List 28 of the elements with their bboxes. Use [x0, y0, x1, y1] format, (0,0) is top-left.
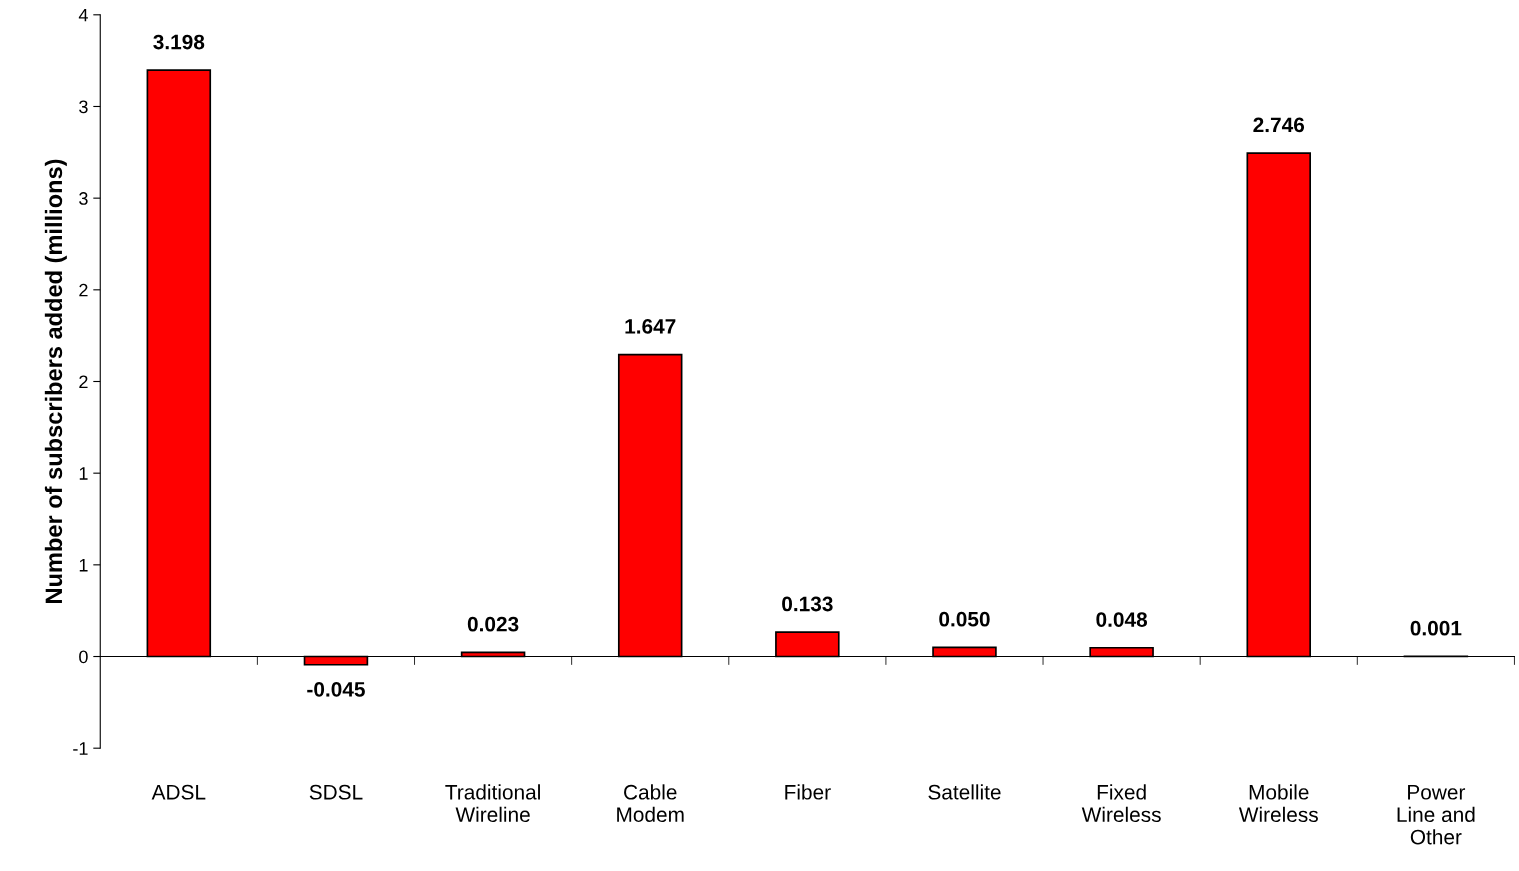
x-tick-label: Power Line and Other: [1397, 785, 1475, 845]
y-tick-label: 4: [78, 8, 88, 22]
x-tick-label: Fixed Wireless: [1081, 784, 1161, 823]
y-axis-title: Number of subscribers added (millions): [44, 159, 67, 603]
y-tick-label: 1: [79, 467, 88, 480]
y-tick-label: 2: [79, 283, 88, 297]
data-label: 0.048: [1096, 612, 1148, 627]
y-tick-label: 0: [79, 650, 88, 664]
x-tick-label: Traditional Wireline: [445, 784, 540, 823]
x-tick-label: ADSL: [151, 784, 206, 800]
y-tick-label: 1: [79, 558, 88, 572]
x-tick-label: Cable Modem: [617, 784, 684, 823]
data-label: 0.050: [939, 611, 990, 627]
data-label: -0.045: [307, 681, 365, 697]
data-label: 1.647: [625, 319, 676, 334]
data-label: 0.001: [1410, 620, 1462, 636]
x-tick-label: Fiber: [785, 784, 831, 800]
data-label: 2.746: [1253, 117, 1305, 133]
x-tick-label: SDSL: [309, 784, 363, 800]
y-tick-label: 2: [79, 375, 88, 389]
data-label: 0.133: [782, 596, 833, 612]
data-label: 3.198: [153, 34, 205, 50]
y-tick-label: 3: [79, 192, 88, 205]
y-tick-label: -1: [73, 742, 88, 755]
data-label: 0.023: [467, 616, 519, 632]
x-tick-label: Mobile Wireless: [1238, 784, 1318, 823]
x-tick-label: Satellite: [928, 784, 1001, 800]
y-tick-label: 3: [79, 100, 88, 114]
